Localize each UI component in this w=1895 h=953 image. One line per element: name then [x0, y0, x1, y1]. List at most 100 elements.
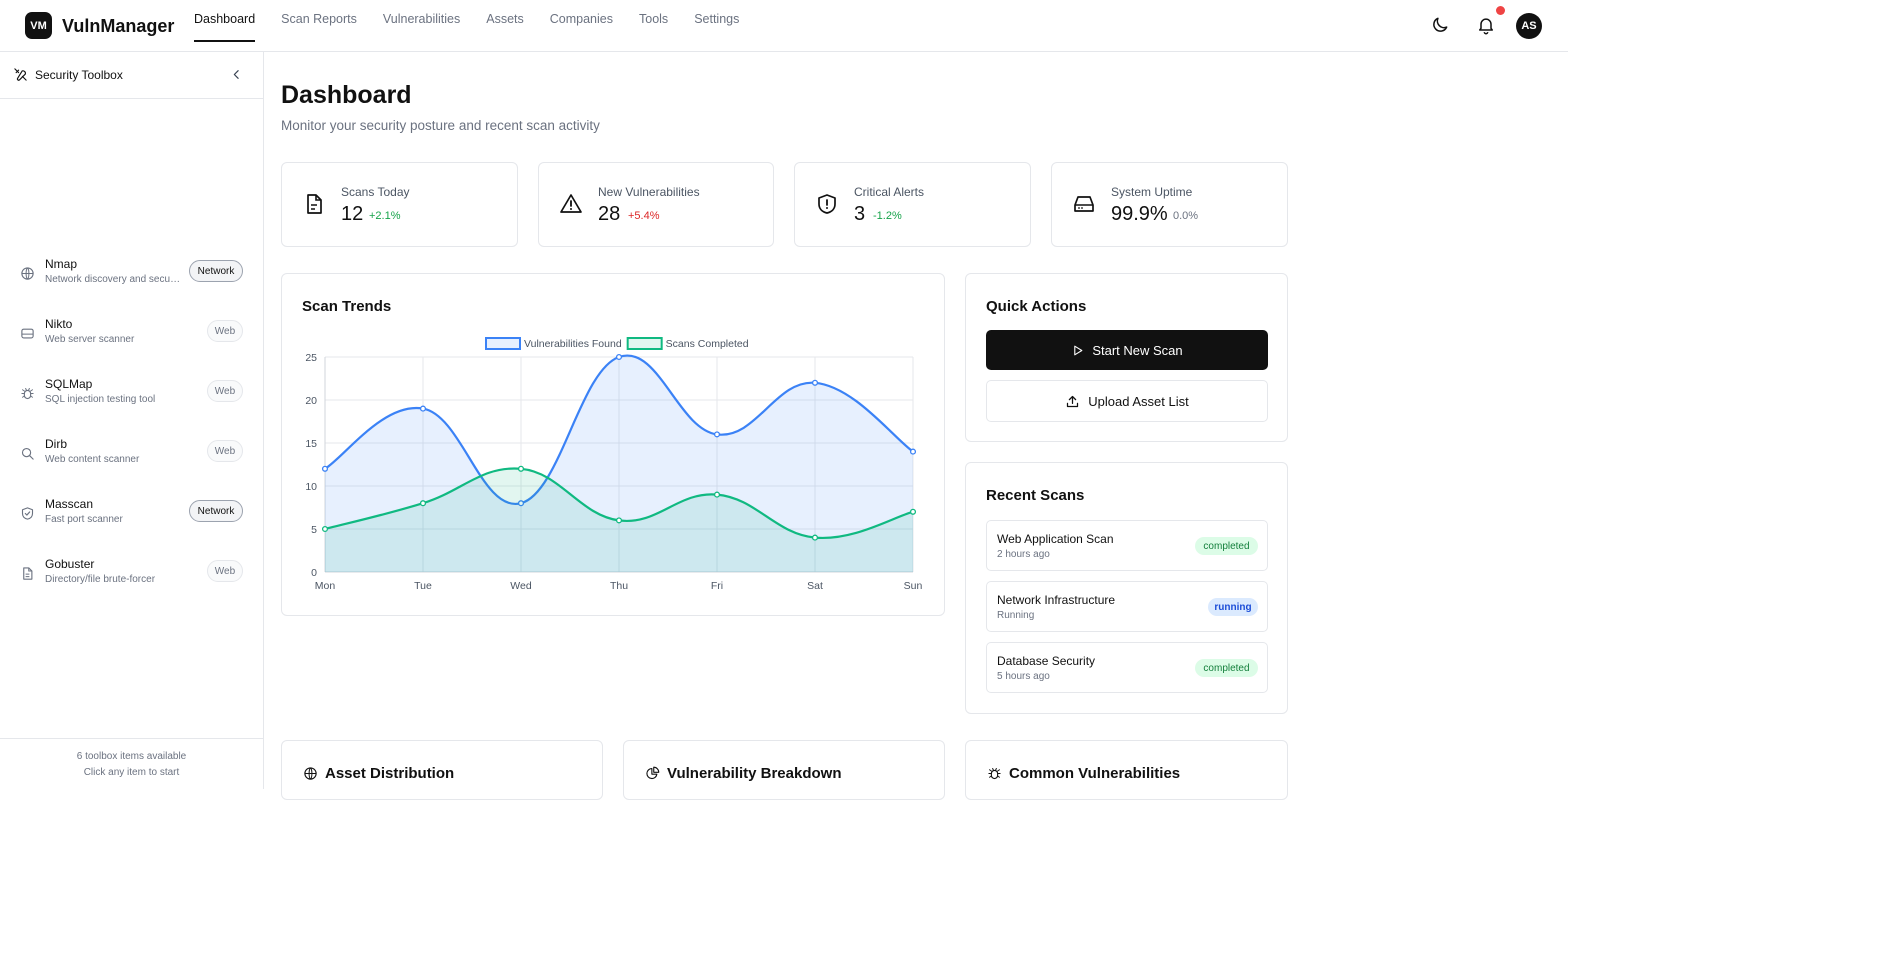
start-new-scan-label: Start New Scan	[1092, 342, 1183, 358]
security-toolbox-sidebar: Security Toolbox Nmap Network discovery …	[0, 52, 264, 789]
toolbox-item-dirb[interactable]: Dirb Web content scanner Web	[0, 432, 263, 476]
stat-value: 3	[854, 203, 866, 225]
scan-trends-title: Scan Trends	[302, 298, 392, 315]
recent-scan-item[interactable]: Web Application Scan 2 hours ago complet…	[986, 520, 1268, 571]
search-icon	[21, 447, 34, 460]
vulnerabilities-found-point	[713, 431, 721, 438]
main-nav: Dashboard Scan Reports Vulnerabilities A…	[194, 0, 765, 52]
warning-icon	[560, 194, 582, 213]
moon-icon[interactable]	[1430, 15, 1450, 35]
vulnerabilities-found-point	[419, 405, 427, 412]
recent-scan-item[interactable]: Network Infrastructure Running running	[986, 581, 1268, 632]
tool-description: Fast port scanner	[45, 514, 123, 525]
tool-category-badge: Web	[207, 560, 243, 582]
y-tick-label: 10	[305, 481, 317, 493]
toolbox-item-nmap[interactable]: Nmap Network discovery and security audi…	[0, 252, 263, 296]
tool-description: Directory/file brute-forcer	[45, 574, 156, 585]
toolbox-item-gobuster[interactable]: Gobuster Directory/file brute-forcer Web	[0, 552, 263, 596]
nav-assets[interactable]: Assets	[486, 12, 524, 26]
nav-vulnerabilities[interactable]: Vulnerabilities	[382, 12, 461, 26]
common-vulnerabilities-title: Common Vulnerabilities	[1009, 765, 1181, 782]
shield-check-icon	[21, 507, 34, 520]
scans-completed-point	[517, 465, 525, 472]
x-tick-label: Sun	[904, 580, 923, 592]
tool-category-badge: Network	[189, 500, 243, 522]
sidebar-footer: 6 toolbox items available Click any item…	[0, 738, 263, 789]
vulnerabilities-found-point	[517, 500, 525, 507]
scan-time: 2 hours ago	[997, 549, 1050, 560]
x-tick-label: Sat	[807, 580, 823, 592]
stat-label: System Uptime	[1111, 185, 1193, 199]
vulnerability-breakdown-card: Vulnerability Breakdown	[623, 740, 945, 800]
toolbox-hint: Click any item to start	[83, 767, 180, 778]
scans-completed-legend-label: Scans Completed	[666, 338, 749, 350]
bell-icon[interactable]	[1476, 15, 1496, 35]
upload-asset-list-button[interactable]: Upload Asset List	[986, 380, 1268, 422]
scan-trends-card: Scan Trends 0 5 10 15 20 25 Mon Tue Wed Thu Fri Sat…	[281, 273, 945, 616]
page-title: Dashboard	[281, 81, 412, 109]
toolbox-item-masscan[interactable]: Masscan Fast port scanner Network	[0, 492, 263, 536]
asset-distribution-title: Asset Distribution	[325, 765, 455, 782]
user-avatar[interactable]: AS	[1516, 13, 1542, 39]
top-bar: VM VulnManager Dashboard Scan Reports Vu…	[0, 0, 1568, 52]
scans-completed-area	[325, 468, 913, 572]
quick-actions-card: Quick Actions Start New Scan Upload Asse…	[965, 273, 1288, 442]
tool-description: Web server scanner	[45, 334, 135, 345]
y-tick-label: 15	[305, 438, 317, 450]
y-tick-label: 5	[311, 524, 317, 536]
server-icon	[21, 328, 34, 339]
scans-completed-point	[419, 500, 427, 507]
start-new-scan-button[interactable]: Start New Scan	[986, 330, 1268, 370]
common-vulnerabilities-card: Common Vulnerabilities	[965, 740, 1288, 800]
vulnerabilities-found-point	[909, 448, 917, 455]
stat-label: New Vulnerabilities	[598, 185, 700, 199]
app-logo[interactable]: VM	[25, 12, 52, 39]
toolbox-count: 6 toolbox items available	[76, 751, 187, 762]
tool-category-badge: Web	[207, 440, 243, 462]
scans-completed-point	[615, 517, 623, 524]
pie-chart-icon	[646, 766, 660, 780]
vulnerabilities-found-legend-label: Vulnerabilities Found	[524, 338, 622, 350]
tool-category-badge: Network	[189, 260, 243, 282]
nav-tools[interactable]: Tools	[639, 12, 669, 26]
document-icon	[307, 194, 322, 214]
shield-alert-icon	[818, 194, 836, 214]
scan-trends-chart: 0 5 10 15 20 25 Mon Tue Wed Thu Fri Sat Sun Vulnerabi…	[305, 337, 923, 592]
stat-card-critical-alerts: Critical Alerts 3 -1.2%	[794, 162, 1031, 247]
stat-value: 12	[341, 203, 364, 225]
notification-dot	[1496, 6, 1505, 15]
status-badge: completed	[1195, 537, 1258, 555]
tool-description: SQL injection testing tool	[45, 394, 156, 405]
tool-name: Dirb	[45, 437, 68, 451]
chevron-left-icon[interactable]	[230, 68, 243, 81]
status-badge: running	[1208, 598, 1258, 616]
page-subtitle: Monitor your security posture and recent…	[281, 118, 600, 133]
x-tick-label: Wed	[510, 580, 532, 592]
x-tick-label: Mon	[315, 580, 336, 592]
scans-completed-point	[713, 491, 721, 498]
scan-time: 5 hours ago	[997, 671, 1050, 682]
nav-scan-reports[interactable]: Scan Reports	[281, 12, 357, 26]
stat-change: -1.2%	[873, 210, 902, 222]
toolbox-item-sqlmap[interactable]: SQLMap SQL injection testing tool Web	[0, 372, 263, 416]
recent-scan-item[interactable]: Database Security 5 hours ago completed	[986, 642, 1268, 693]
tools-icon	[14, 68, 27, 81]
app-name[interactable]: VulnManager	[62, 16, 175, 36]
scans-completed-point	[811, 534, 819, 541]
toolbox-item-nikto[interactable]: Nikto Web server scanner Web	[0, 312, 263, 356]
recent-scans-title: Recent Scans	[986, 487, 1085, 504]
tool-name: SQLMap	[45, 377, 93, 391]
quick-actions-title: Quick Actions	[986, 298, 1087, 315]
nav-dashboard[interactable]: Dashboard	[194, 0, 256, 42]
y-tick-label: 20	[305, 395, 317, 407]
nav-companies[interactable]: Companies	[549, 12, 613, 26]
nav-settings[interactable]: Settings	[694, 12, 740, 26]
tool-description: Network discovery and security auditing	[45, 274, 181, 285]
sidebar-header: Security Toolbox	[0, 52, 263, 99]
scan-name: Network Infrastructure	[997, 593, 1116, 607]
tool-name: Nikto	[45, 317, 73, 331]
x-tick-label: Thu	[610, 580, 628, 592]
scan-name: Web Application Scan	[997, 532, 1114, 546]
x-tick-label: Tue	[414, 580, 432, 592]
upload-icon	[1067, 395, 1079, 407]
